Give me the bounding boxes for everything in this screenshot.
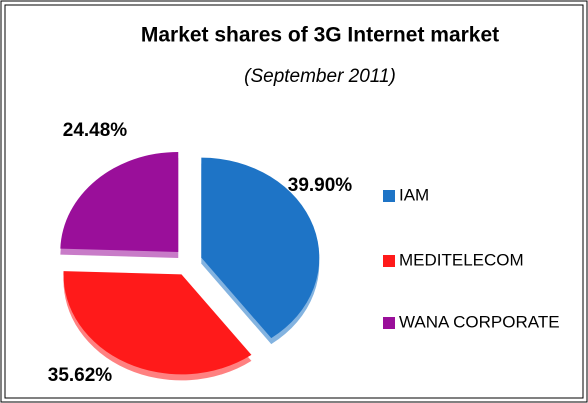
data-label: 24.48%	[63, 120, 128, 141]
chart-title: Market shares of 3G Internet market	[141, 24, 499, 47]
slice	[201, 157, 320, 339]
data-label: 35.62%	[48, 365, 113, 386]
legend-label: WANA CORPORATE	[399, 312, 560, 331]
legend-swatch	[383, 255, 395, 267]
slice	[63, 271, 252, 375]
inner-frame	[4, 4, 584, 399]
slice	[60, 151, 179, 252]
legend-swatch	[383, 190, 395, 202]
chart-subtitle: (September 2011)	[244, 66, 396, 87]
legend-label: MEDITELECOM	[399, 250, 524, 269]
data-label: 39.90%	[288, 175, 353, 196]
legend-swatch	[383, 317, 395, 329]
legend-label: IAM	[399, 185, 429, 204]
